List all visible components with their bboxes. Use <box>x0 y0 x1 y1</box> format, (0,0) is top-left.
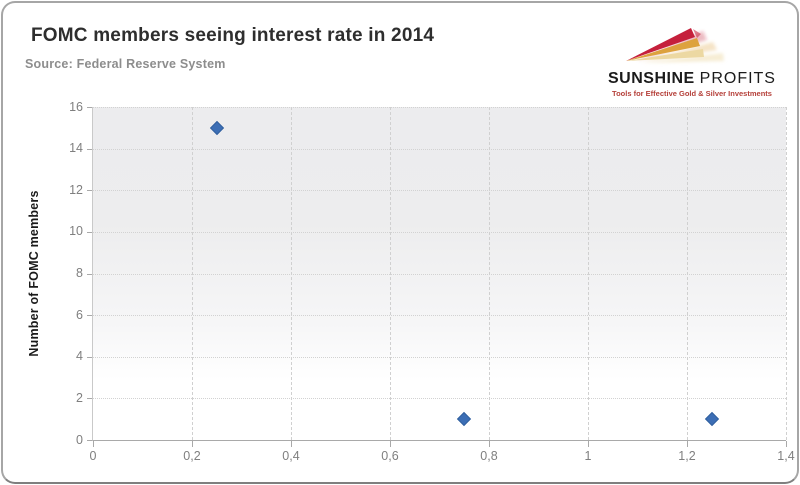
h-gridline <box>93 356 786 358</box>
y-tick-label: 16 <box>69 99 83 114</box>
y-tick-label: 4 <box>76 349 83 364</box>
h-gridline <box>93 107 786 108</box>
x-tick-mark <box>588 441 589 447</box>
x-tick-label: 0 <box>89 449 97 463</box>
logo-ray-red-icon <box>626 28 695 61</box>
y-tick-mark <box>87 273 92 275</box>
x-tick-label: 0,6 <box>381 449 399 463</box>
y-tick-mark <box>87 440 92 441</box>
chart-title: FOMC members seeing interest rate in 201… <box>31 25 435 46</box>
logo-ray-gold-icon <box>626 38 700 61</box>
logo-wordmark: SUNSHINE PROFITS Tools for Effective Gol… <box>597 70 787 98</box>
logo-ray-cream-icon <box>626 49 704 61</box>
x-tick-label: 0,8 <box>480 449 498 463</box>
x-tick-mark <box>192 441 193 447</box>
y-tick-label: 12 <box>69 182 83 197</box>
y-tick-label: 0 <box>76 432 83 447</box>
y-tick-mark <box>87 356 92 358</box>
logo-ray-red-tip <box>693 29 701 38</box>
h-gridline <box>93 273 786 275</box>
x-tick-mark <box>93 441 94 447</box>
x-tick-mark <box>786 441 787 447</box>
h-gridline <box>93 315 786 317</box>
logo-rays-icon <box>626 28 724 63</box>
logo-name: SUNSHINE PROFITS <box>597 70 787 88</box>
v-gridline <box>687 107 688 440</box>
sunshine-profits-logo: SUNSHINE PROFITS Tools for Effective Gol… <box>597 15 787 105</box>
data-point <box>457 412 472 427</box>
y-tick-mark <box>87 398 92 400</box>
x-tick-mark <box>687 441 688 447</box>
logo-tagline: Tools for Effective Gold & Silver Invest… <box>612 88 772 98</box>
source-label: Source: Federal Reserve System <box>25 57 226 71</box>
v-gridline <box>390 107 391 440</box>
h-gridline <box>93 190 786 192</box>
x-tick-mark <box>390 441 391 447</box>
y-tick-label: 14 <box>69 141 83 156</box>
v-gridline <box>786 107 787 440</box>
v-gridline <box>489 107 490 440</box>
y-tick-label: 10 <box>69 224 83 239</box>
h-gridline <box>93 231 786 233</box>
x-tick-label: 0,2 <box>183 449 201 463</box>
y-tick-label: 8 <box>76 266 83 280</box>
y-tick-label: 6 <box>76 307 83 322</box>
logo-name-sunshine: SUNSHINE <box>608 70 695 87</box>
v-gridline <box>588 107 589 440</box>
h-gridline <box>93 148 786 150</box>
data-point <box>209 120 224 135</box>
plot-area: 0 2 4 6 8 10 12 14 16 0 0,2 0,4 0,6 0,8 1 1,2 1,4 <box>69 100 795 464</box>
x-tick-label: 1 <box>584 449 592 463</box>
v-gridline <box>192 107 193 440</box>
y-tick-label: 2 <box>76 390 83 405</box>
h-gridline <box>93 398 786 400</box>
x-tick-label: 1,2 <box>678 449 696 463</box>
logo-name-profits: PROFITS <box>699 70 776 87</box>
y-tick-mark <box>87 231 92 233</box>
x-tick-mark <box>291 441 292 447</box>
y-tick-mark <box>87 107 92 108</box>
y-tick-mark <box>87 148 92 150</box>
v-gridline <box>291 107 292 440</box>
y-tick-mark <box>87 315 92 317</box>
x-tick-mark <box>489 441 490 447</box>
data-point <box>704 412 719 427</box>
x-tick-label: 1,4 <box>777 449 795 463</box>
y-axis-title: Number of FOMC members <box>27 190 41 357</box>
x-tick-label: 0,4 <box>282 449 300 463</box>
y-tick-mark <box>87 190 92 192</box>
